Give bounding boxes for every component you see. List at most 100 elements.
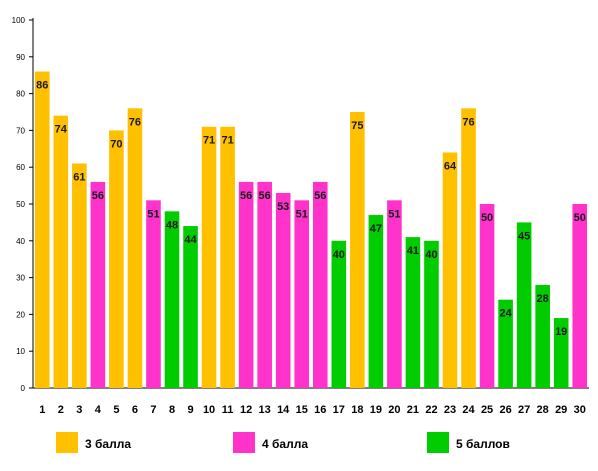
legend-label: 3 балла <box>85 437 131 451</box>
y-tick-label: 50 <box>16 200 25 209</box>
bar <box>238 181 254 388</box>
bar <box>424 240 439 388</box>
bar <box>535 284 550 388</box>
legend-label: 4 балла <box>262 437 308 451</box>
y-axis: 0 10 20 30 40 50 60 70 80 90 100 <box>12 16 34 393</box>
legend: 3 балла 4 балла 5 баллов <box>56 432 510 453</box>
x-tick-label: 29 <box>555 404 567 416</box>
legend-swatch <box>427 432 449 453</box>
bar <box>201 126 217 388</box>
x-tick-label: 20 <box>388 404 400 416</box>
data-label: 50 <box>574 212 586 224</box>
bar <box>90 181 106 388</box>
data-label: 71 <box>221 135 233 147</box>
data-label: 47 <box>370 223 382 235</box>
data-label: 45 <box>518 230 530 242</box>
bar <box>312 181 328 388</box>
bar <box>183 226 198 388</box>
x-tick-label: 16 <box>314 404 326 416</box>
y-tick-label: 80 <box>16 90 25 99</box>
x-tick-label: 26 <box>499 404 511 416</box>
legend-label: 5 баллов <box>456 437 510 451</box>
bar <box>405 237 421 388</box>
x-tick-label: 28 <box>537 404 549 416</box>
x-tick-label: 22 <box>425 404 437 416</box>
data-label: 70 <box>110 138 122 150</box>
data-label: 19 <box>555 326 567 338</box>
bars <box>34 71 588 389</box>
x-tick-label: 25 <box>481 404 493 416</box>
bar <box>34 71 50 389</box>
bar <box>294 200 310 388</box>
x-tick-label: 27 <box>518 404 530 416</box>
bar <box>479 204 495 388</box>
bar <box>127 108 143 388</box>
x-tick-label: 6 <box>132 404 138 416</box>
x-tick-label: 1 <box>39 404 45 416</box>
x-tick-label: 10 <box>203 404 215 416</box>
x-tick-label: 8 <box>169 404 175 416</box>
data-label: 51 <box>147 208 159 220</box>
x-tick-label: 11 <box>222 404 234 416</box>
y-tick-label: 90 <box>16 53 25 62</box>
data-label: 86 <box>36 80 48 92</box>
data-label: 56 <box>314 190 326 202</box>
x-axis: 1 2 3 4 5 6 7 8 9 10 11 12 13 14 15 16 17 18 19 20 21 22 23 24 2… <box>33 387 589 416</box>
x-tick-label: 4 <box>95 404 102 416</box>
bar <box>368 215 384 388</box>
data-label: 56 <box>92 190 104 202</box>
bar <box>164 211 180 388</box>
bar <box>387 200 402 388</box>
x-tick-label: 17 <box>333 404 345 416</box>
x-tick-label: 23 <box>444 404 456 416</box>
data-label: 76 <box>462 116 474 128</box>
legend-swatch <box>233 432 255 453</box>
bar <box>350 112 365 388</box>
data-label: 76 <box>129 116 141 128</box>
bar <box>461 108 476 388</box>
y-tick-label: 0 <box>21 384 26 393</box>
data-labels: 86 74 61 56 70 76 51 48 44 71 71 56 56 53 51 56 40 75 47 51… <box>36 80 586 339</box>
bar <box>220 126 235 388</box>
y-tick-label: 20 <box>16 310 25 319</box>
y-tick-label: 10 <box>16 347 25 356</box>
x-tick-label: 3 <box>76 404 82 416</box>
data-label: 51 <box>388 208 400 220</box>
data-label: 75 <box>351 120 363 132</box>
data-label: 64 <box>444 160 457 172</box>
x-tick-label: 14 <box>277 404 290 416</box>
x-tick-label: 7 <box>150 404 156 416</box>
bar <box>331 240 347 388</box>
x-tick-label: 13 <box>259 404 271 416</box>
x-tick-label: 2 <box>58 404 64 416</box>
bar <box>146 200 161 388</box>
y-tick-label: 40 <box>16 237 25 246</box>
data-label: 24 <box>499 308 512 320</box>
data-label: 40 <box>425 249 437 261</box>
data-label: 40 <box>333 249 345 261</box>
data-label: 28 <box>537 293 549 305</box>
x-tick-label: 19 <box>370 404 382 416</box>
bar <box>275 192 291 388</box>
x-tick-label: 9 <box>187 404 193 416</box>
data-label: 50 <box>481 212 493 224</box>
y-tick-label: 100 <box>12 16 26 25</box>
bar <box>257 181 272 388</box>
bar <box>553 318 569 388</box>
data-label: 41 <box>407 245 419 257</box>
x-tick-label: 18 <box>351 404 363 416</box>
bar <box>516 222 532 388</box>
x-tick-label: 30 <box>574 404 586 416</box>
x-tick-label: 5 <box>113 404 119 416</box>
y-tick-label: 30 <box>16 274 25 283</box>
data-label: 74 <box>55 124 68 136</box>
y-tick-label: 70 <box>16 126 25 135</box>
x-tick-label: 21 <box>407 404 419 416</box>
bar <box>498 299 513 388</box>
x-tick-label: 15 <box>296 404 308 416</box>
bar <box>109 130 124 388</box>
data-label: 48 <box>166 219 178 231</box>
legend-swatch <box>56 432 78 453</box>
x-tick-label: 24 <box>462 404 475 416</box>
